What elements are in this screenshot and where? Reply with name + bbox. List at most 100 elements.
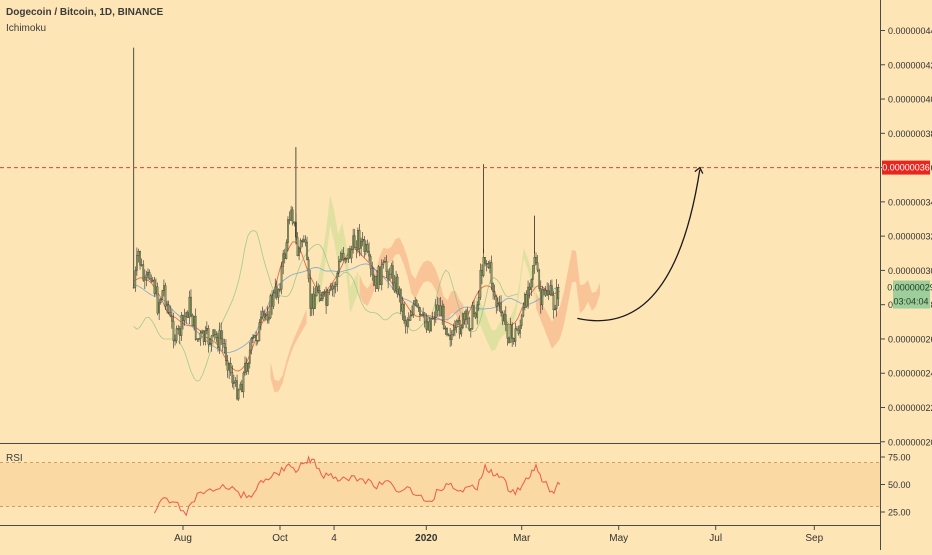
candle-body: [485, 263, 488, 265]
candle-body: [446, 327, 448, 335]
candle-body: [536, 262, 539, 271]
candle-body: [385, 261, 388, 272]
cloud-bull-segment: [475, 248, 536, 352]
candle-body: [341, 253, 343, 260]
time-axis-ticks[interactable]: Aug Oct 4 2020 Mar May Jul Sep: [174, 525, 824, 544]
candle-body: [140, 264, 143, 266]
time-tick-label: Jul: [709, 533, 722, 544]
candle-body: [156, 286, 159, 314]
candle-body: [207, 327, 210, 345]
candle-body: [180, 315, 183, 336]
candle-body: [317, 286, 320, 291]
candles[interactable]: [132, 47, 560, 401]
candle-body: [145, 274, 148, 278]
candle-body: [287, 219, 289, 243]
candle-body: [368, 250, 370, 257]
candle-body: [334, 284, 337, 287]
candle-body: [240, 384, 243, 393]
candle-body: [333, 286, 335, 290]
candle-body: [524, 294, 526, 309]
chikou-line: [133, 229, 518, 382]
candle-body: [279, 288, 281, 291]
candle-body: [471, 305, 474, 329]
candle-body: [500, 302, 502, 313]
candle-body: [148, 271, 151, 279]
candle-body: [504, 314, 507, 325]
candle-body: [425, 321, 428, 330]
rsi-label[interactable]: RSI: [6, 453, 23, 464]
candle-body: [337, 261, 340, 274]
chart-title[interactable]: Dogecoin / Bitcoin, 1D, BINANCE: [6, 7, 164, 18]
candle-body: [253, 335, 256, 338]
candle-body: [422, 312, 424, 315]
candle-body: [344, 258, 347, 260]
candle-body: [309, 278, 312, 309]
candle-body: [411, 314, 413, 316]
candle-body: [476, 304, 479, 318]
candle-body: [223, 343, 226, 348]
candle-body: [447, 334, 450, 336]
candle-body: [147, 271, 149, 276]
candle-body: [396, 276, 399, 295]
candle-body: [473, 305, 475, 314]
candle-body: [225, 347, 227, 361]
candle-body: [428, 321, 431, 331]
candle-body: [433, 317, 436, 320]
candle-body: [516, 328, 518, 331]
candle-body: [409, 315, 412, 321]
price-tick-label: 0.00000042: [888, 60, 932, 70]
candle-body: [196, 338, 199, 340]
candle-body: [158, 302, 160, 314]
price-tick-label: 0.00000044: [888, 26, 932, 36]
candle-body: [163, 285, 165, 291]
candle-body: [357, 230, 359, 250]
candle-body: [221, 338, 224, 344]
time-tick-label: Aug: [174, 533, 192, 544]
candle-body: [519, 325, 521, 334]
candle-body: [387, 271, 389, 281]
candle-body: [493, 291, 496, 297]
candle-body: [557, 287, 560, 300]
candle-body: [460, 327, 463, 335]
candle-body: [272, 292, 275, 307]
candle-body: [528, 286, 531, 290]
projection-arrow[interactable]: [577, 169, 701, 322]
candle-body: [256, 340, 259, 342]
candle-body: [454, 327, 456, 331]
candle-body: [247, 363, 250, 372]
candle-body: [190, 296, 192, 316]
candle-body: [474, 313, 477, 318]
candle-body: [395, 276, 397, 292]
candle-body: [136, 255, 138, 271]
candle-body: [199, 332, 202, 339]
rsi-tick-label: 25.00: [888, 508, 911, 518]
resistance-price-badge: 0.00000036: [882, 160, 930, 175]
candle-body: [183, 316, 186, 321]
candle-body: [228, 363, 230, 371]
price-axis-ticks[interactable]: 0.00000044 0.00000042 0.00000040 0.00000038…: [880, 26, 932, 447]
current-price-badge-bg: [893, 280, 930, 309]
candle-body: [369, 255, 372, 269]
rsi-series[interactable]: [153, 455, 561, 517]
candle-body: [177, 328, 180, 330]
candle-body: [530, 279, 533, 290]
indicator-label[interactable]: Ichimoku: [6, 23, 47, 34]
candle-body: [376, 275, 378, 289]
candle-body: [361, 239, 364, 242]
candle-body: [489, 262, 491, 268]
candle-body: [414, 300, 417, 305]
candle-body: [511, 324, 514, 339]
candle-body: [188, 296, 191, 318]
candle-body: [469, 328, 472, 331]
candle-body: [404, 320, 407, 327]
candle-body: [167, 304, 170, 313]
candle-body: [551, 285, 553, 296]
price-tick-label: 0.00000020: [888, 437, 932, 447]
candle-body: [517, 329, 520, 334]
candle-body: [347, 248, 350, 260]
candle-body: [481, 269, 483, 276]
candle-body: [280, 266, 283, 290]
candle-body: [380, 264, 383, 285]
candle-body: [497, 303, 499, 307]
